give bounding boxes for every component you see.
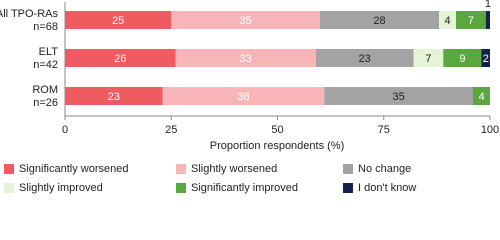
bar-segment	[175, 49, 316, 67]
bar-segment	[456, 11, 486, 29]
data-label: 2	[483, 53, 489, 65]
data-label: 35	[240, 15, 252, 27]
data-label: 23	[108, 91, 120, 103]
x-tick-label: 25	[165, 124, 177, 136]
data-label: 33	[240, 53, 252, 65]
page: Proportion respondents (%) 0 25 50 75 100 All…	[0, 0, 500, 194]
bar-segment	[65, 11, 172, 29]
legend-swatch	[343, 183, 353, 193]
x-tick-label: 50	[271, 124, 283, 136]
legend-swatch	[343, 164, 353, 174]
legend-swatch	[4, 164, 14, 174]
bar-segment	[443, 49, 482, 67]
bar-segment	[473, 87, 490, 105]
data-label: 7	[468, 15, 474, 27]
data-label: 4	[478, 91, 484, 103]
data-label: 1	[485, 0, 491, 10]
data-label: 23	[359, 53, 371, 65]
data-label: 38	[237, 91, 249, 103]
bar-segment	[320, 11, 439, 29]
bar-segment	[315, 49, 414, 67]
chart: Proportion respondents (%) 0 25 50 75 100 All…	[0, 0, 499, 194]
x-tick-label: 100	[481, 124, 499, 136]
bar-segment	[171, 11, 320, 29]
legend-label: Significantly worsened	[19, 163, 128, 175]
bar-segment	[324, 87, 473, 105]
x-tick-label: 0	[62, 124, 68, 136]
legend-label: Slightly improved	[19, 182, 103, 194]
bar-segment	[481, 49, 490, 67]
data-label: 7	[425, 53, 431, 65]
data-label: 9	[459, 53, 465, 65]
y-tick-label: ELT	[39, 46, 59, 58]
data-label: 4	[444, 15, 450, 27]
x-tick-label: 75	[378, 124, 390, 136]
legend-label: I don't know	[358, 182, 416, 194]
data-label: 26	[114, 53, 126, 65]
bar-segment	[439, 11, 456, 29]
legend-swatch	[176, 183, 186, 193]
legend-label: No change	[358, 163, 411, 175]
y-tick-sublabel: n=42	[33, 59, 58, 71]
bar-segment	[65, 49, 176, 67]
y-tick-sublabel: n=68	[33, 21, 58, 33]
data-label: 35	[393, 91, 405, 103]
y-tick-sublabel: n=26	[33, 97, 58, 109]
data-label: 28	[373, 15, 385, 27]
legend-swatch	[176, 164, 186, 174]
bar-segment	[485, 11, 490, 29]
legend-label: Significantly improved	[191, 182, 298, 194]
bar-segment	[162, 87, 325, 105]
y-tick-label: All TPO-RAs	[0, 8, 58, 20]
legend-label: Slightly worsened	[191, 163, 277, 175]
bar-segment	[65, 87, 163, 105]
data-label: 25	[112, 15, 124, 27]
x-axis-label: Proportion respondents (%)	[210, 140, 345, 152]
y-tick-label: ROM	[32, 84, 58, 96]
legend-swatch	[4, 183, 14, 193]
bar-segment	[413, 49, 444, 67]
